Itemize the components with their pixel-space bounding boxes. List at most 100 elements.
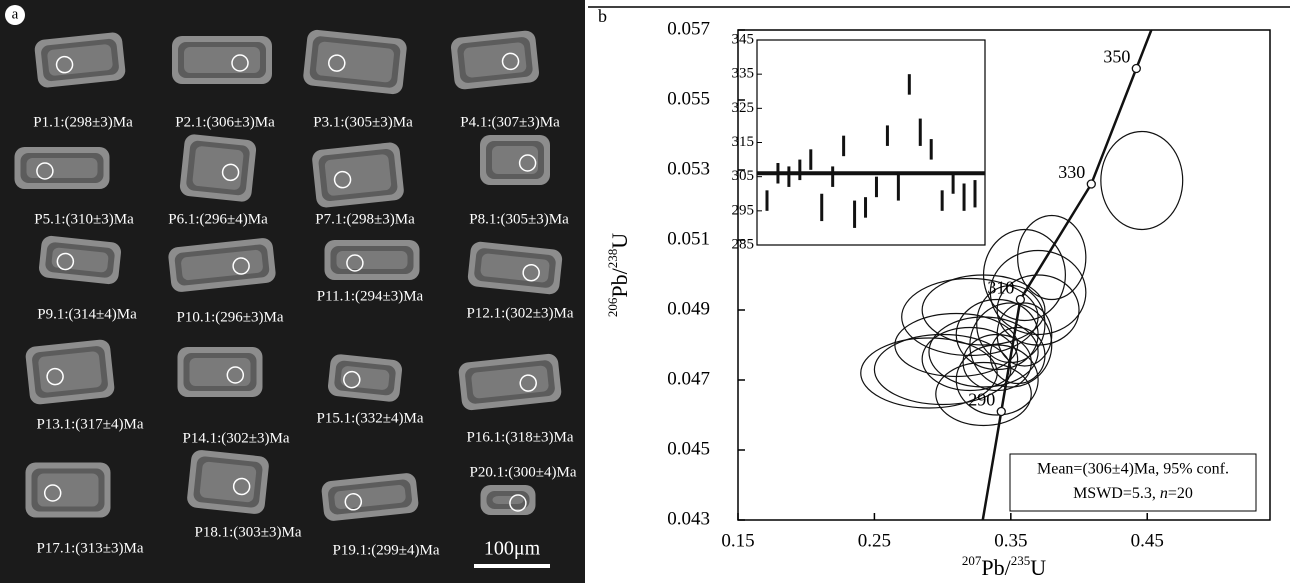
- panel-tag-circle: [5, 5, 25, 25]
- age-point: [1015, 294, 1026, 305]
- x-tick-label: 0.45: [1131, 530, 1164, 551]
- grain-label: P6.1:(296±4)Ma: [168, 211, 268, 227]
- error-ellipse: [1100, 130, 1184, 231]
- inset-tick-label: 305: [732, 168, 755, 184]
- isotope-mass: 235: [1011, 553, 1031, 568]
- error-ellipse: [955, 344, 1039, 416]
- x-tick-label: 0.15: [721, 530, 754, 551]
- axis-label-text: Pb/: [981, 555, 1011, 580]
- inset-tick-label: 325: [732, 100, 755, 116]
- plot-frame: [737, 29, 1271, 521]
- error-ellipse: [921, 326, 1019, 392]
- age-label: 330: [1058, 162, 1085, 182]
- zircon-grain: [14, 147, 110, 189]
- grain-zone: [38, 351, 102, 393]
- legend-line: Mean=(306±4)Ma, 95% conf.: [1037, 461, 1229, 478]
- zircon-grain: [34, 32, 126, 88]
- zircon-grain: [303, 29, 407, 95]
- error-ellipse: [901, 277, 1039, 357]
- scale-bar-label: 100μm: [484, 538, 541, 560]
- error-ellipse: [989, 326, 1046, 385]
- grain-label: P15.1:(332±4)Ma: [317, 410, 424, 426]
- grain-label: P20.1:(300±4)Ma: [470, 464, 577, 480]
- error-ellipse: [860, 337, 998, 409]
- grain-label: P11.1:(294±3)Ma: [317, 288, 424, 304]
- zircon-grain: [179, 134, 257, 202]
- error-ellipse: [894, 312, 1019, 378]
- inset-tick-label: 345: [732, 31, 755, 47]
- grain-zone: [492, 146, 538, 174]
- analysis-spot: [56, 252, 75, 271]
- concordia-curve: [1000, 68, 1138, 412]
- zircon-grain: [467, 241, 563, 295]
- grain-label: P13.1:(317±4)Ma: [37, 416, 144, 432]
- y-tick-label: 0.047: [667, 368, 710, 389]
- x-tick-label: 0.35: [994, 530, 1027, 551]
- analysis-spot: [343, 370, 361, 389]
- analysis-spot: [231, 54, 249, 72]
- isotope-mass: 207: [962, 553, 982, 568]
- zircon-grain: [321, 473, 419, 521]
- axis-label-text: Pb/: [607, 267, 632, 297]
- grain-label: P9.1:(314±4)Ma: [37, 306, 137, 322]
- analysis-spot: [55, 55, 74, 74]
- grain-zone: [189, 358, 251, 386]
- analysis-spot: [518, 154, 537, 172]
- grain-label: P18.1:(303±3)Ma: [195, 524, 302, 540]
- error-ellipse: [921, 274, 1046, 346]
- analysis-spot: [46, 367, 64, 386]
- y-tick-label: 0.057: [667, 18, 710, 39]
- grain-label: P12.1:(302±3)Ma: [467, 305, 574, 321]
- grain-zone: [199, 461, 257, 503]
- analysis-spot: [221, 163, 240, 182]
- grain-label: P8.1:(305±3)Ma: [469, 211, 569, 227]
- isotope-mass: 238: [605, 249, 620, 269]
- error-ellipse: [996, 302, 1053, 367]
- axis-label-text: U: [607, 233, 632, 249]
- analysis-spot: [522, 263, 540, 282]
- zircon-grain: [480, 485, 536, 515]
- grain-zone: [463, 42, 527, 78]
- y-tick-label: 0.051: [667, 228, 710, 249]
- y-tick-label: 0.049: [667, 298, 710, 319]
- analysis-spot: [43, 484, 62, 502]
- zircon-grain: [187, 450, 269, 514]
- grain-zone: [316, 41, 394, 83]
- grain-zone: [334, 484, 406, 510]
- analysis-spot: [501, 52, 520, 71]
- grain-zone: [37, 473, 99, 507]
- error-ellipse: [1017, 214, 1087, 301]
- isotope-mass: 206: [605, 297, 620, 317]
- y-tick-label: 0.053: [667, 158, 710, 179]
- axis-label-text: U: [1030, 555, 1046, 580]
- analysis-spot: [226, 366, 245, 384]
- grain-label: P2.1:(306±3)Ma: [175, 114, 275, 130]
- grain-label: P5.1:(310±3)Ma: [34, 211, 134, 227]
- analysis-spot: [232, 257, 250, 275]
- legend-text: MSWD=5.3,: [1073, 485, 1160, 502]
- zircon-grain: [327, 354, 403, 402]
- inset-frame: [756, 39, 986, 246]
- age-label: 290: [968, 390, 995, 410]
- grain-label: P4.1:(307±3)Ma: [460, 114, 560, 130]
- grain-label: P16.1:(318±3)Ma: [467, 429, 574, 445]
- y-tick-label: 0.043: [667, 508, 710, 529]
- grain-label: P10.1:(296±3)Ma: [177, 309, 284, 325]
- error-ellipse: [996, 274, 1080, 346]
- legend-line: MSWD=5.3, n=20: [1073, 485, 1193, 502]
- grain-label: P19.1:(299±4)Ma: [333, 542, 440, 558]
- zircon-grain: [312, 142, 404, 208]
- zircon-grain: [172, 36, 272, 84]
- legend-box: [1009, 453, 1257, 512]
- zircon-grain: [324, 240, 420, 280]
- analysis-spot: [509, 494, 527, 512]
- zircon-grain: [458, 353, 562, 411]
- zircon-grain: [39, 235, 121, 285]
- analysis-spot: [232, 477, 251, 496]
- inset-tick-label: 335: [732, 66, 755, 82]
- grain-label: P14.1:(302±3)Ma: [183, 430, 290, 446]
- grain-zone: [492, 496, 524, 504]
- zircon-grain: [168, 238, 276, 292]
- y-axis-label: 206Pb/238U: [605, 233, 632, 317]
